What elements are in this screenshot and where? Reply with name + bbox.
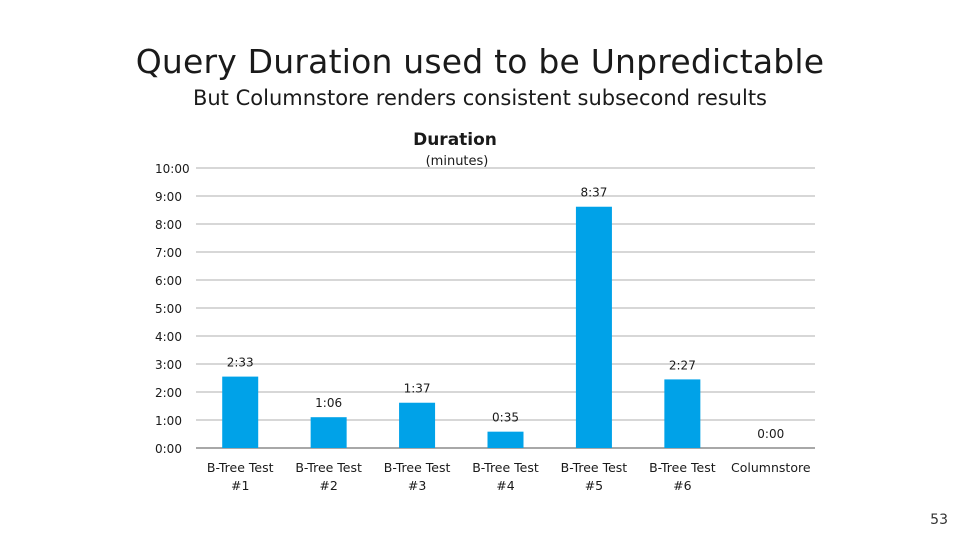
x-tick-label: B-Tree Test [649, 460, 716, 475]
data-label: 2:27 [669, 358, 696, 372]
slide-subtitle: But Columnstore renders consistent subse… [192, 86, 768, 110]
y-tick-label: 6:00 [155, 274, 182, 288]
data-label: 0:35 [492, 411, 519, 425]
x-tick-label: Columnstore [731, 460, 811, 475]
data-label: 0:00 [757, 427, 784, 441]
y-tick-label: 7:00 [155, 246, 182, 260]
y-tick-label: 3:00 [155, 358, 182, 372]
x-tick-label: #1 [231, 478, 249, 493]
y-tick-label: 2:00 [155, 386, 182, 400]
data-label: 8:37 [580, 186, 607, 200]
x-tick-label: #2 [319, 478, 337, 493]
y-tick-label: 9:00 [155, 190, 182, 204]
y-tick-label: 1:00 [155, 414, 182, 428]
y-tick-label: 5:00 [155, 302, 182, 316]
x-tick-label: B-Tree Test [561, 460, 628, 475]
x-tick-label: B-Tree Test [207, 460, 274, 475]
x-tick-label: #3 [408, 478, 426, 493]
data-label: 2:33 [227, 356, 254, 370]
bar [664, 379, 701, 448]
x-tick-label: B-Tree Test [295, 460, 362, 475]
bar [310, 417, 347, 448]
bar [575, 206, 612, 448]
data-label: 1:37 [404, 382, 431, 396]
y-tick-label: 10:00 [155, 162, 190, 176]
slide-title: Query Duration used to be Unpredictable [135, 42, 825, 81]
chart-subtitle: (minutes) [426, 154, 489, 169]
y-tick-label: 4:00 [155, 330, 182, 344]
x-tick-label: #4 [496, 478, 514, 493]
x-tick-label: #5 [585, 478, 603, 493]
y-tick-label: 8:00 [155, 218, 182, 232]
data-label: 1:06 [315, 396, 342, 410]
x-tick-label: B-Tree Test [472, 460, 539, 475]
x-tick-label: B-Tree Test [384, 460, 451, 475]
bar [487, 431, 524, 448]
bar [222, 376, 259, 448]
bar [399, 402, 436, 448]
x-tick-label: #6 [673, 478, 691, 493]
page-number: 53 [930, 512, 948, 528]
y-tick-label: 0:00 [155, 442, 182, 456]
chart-title: Duration [413, 130, 497, 150]
